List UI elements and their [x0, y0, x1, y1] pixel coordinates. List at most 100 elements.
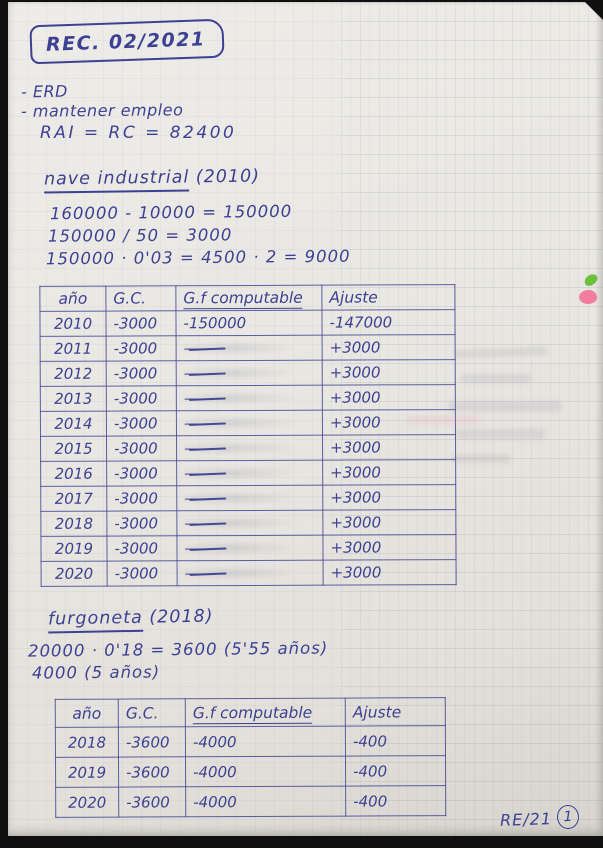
table-row: 2015 -3000— +3000 — [40, 434, 456, 462]
calc-line: 150000 · 0'03 = 4500 · 2 = 9000 — [45, 246, 351, 269]
bleed-through-mark — [452, 454, 510, 463]
table-row: 2018 -3600 -4000 -400 — [55, 725, 446, 758]
table-cell: +3000 — [322, 334, 456, 361]
table-header-row: año G.C. G.f computable Ajuste — [39, 284, 455, 312]
column-header: año — [55, 699, 119, 728]
calc-line: 150000 / 50 = 3000 — [47, 225, 233, 246]
table-cell: — — [176, 410, 323, 436]
calc-line: 20000 · 0'18 = 3600 (5'55 años) — [27, 638, 329, 661]
table-row: 2013 -3000— +3000 — [40, 384, 456, 412]
table-cell: 2020 — [55, 787, 119, 818]
green-sticker-dot — [582, 271, 600, 289]
note-line: - ERD — [20, 81, 69, 102]
page-title: REC. 02/2021 — [45, 28, 207, 56]
column-header: G.C. — [105, 285, 176, 312]
table-cell: 2015 — [40, 436, 107, 462]
calc-line: 160000 - 10000 = 150000 — [49, 201, 293, 224]
table-cell: 2016 — [40, 461, 107, 487]
table-row: 2019 -3000— +3000 — [40, 534, 457, 562]
table-cell: 2010 — [39, 311, 107, 337]
circled-page-number: 1 — [556, 804, 580, 830]
table-cell: -3000 — [106, 535, 178, 562]
table-cell: +3000 — [322, 359, 456, 386]
table-row: 2010 -3000 -150000 -147000 — [39, 309, 456, 337]
formula-line: RAI = RC = 82400 — [40, 123, 237, 143]
pink-sticker-dot — [579, 290, 597, 304]
table-cell: 2014 — [40, 411, 107, 437]
amortization-table-furgoneta: año G.C. G.f computable Ajuste 2018 -3600… — [55, 697, 447, 818]
table-cell: +3000 — [322, 459, 456, 486]
table-cell: +3000 — [322, 434, 456, 461]
table-cell: — — [176, 510, 323, 536]
table-cell: 2020 — [41, 561, 108, 587]
table-cell: -3000 — [106, 385, 177, 412]
table-cell: 2019 — [55, 757, 119, 788]
table-row: 2012 -3000— +3000 — [40, 359, 456, 387]
table-cell: -4000 — [185, 756, 346, 787]
footer-reference-code: RE/21 — [499, 809, 553, 830]
table-row: 2016 -3000— +3000 — [40, 459, 456, 487]
table-row: 2020 -3600 -4000 -400 — [55, 785, 446, 818]
table-cell: -3000 — [106, 460, 177, 487]
table-cell: 2013 — [40, 386, 107, 412]
table-cell: -3600 — [118, 726, 186, 758]
table-cell: — — [176, 435, 323, 461]
column-header: G.f computable — [185, 698, 346, 727]
column-header: año — [39, 286, 106, 312]
table-cell: — — [177, 560, 324, 586]
table-cell: -147000 — [321, 309, 456, 336]
amortization-table-nave: año G.C. G.f computable Ajuste 2010 -3000… — [39, 284, 457, 587]
table-cell: — — [176, 385, 323, 411]
table-cell: -3000 — [106, 360, 177, 387]
section-heading-nave: nave industrial (2010) — [43, 166, 261, 194]
table-cell: -3600 — [118, 756, 186, 788]
table-cell: -3000 — [107, 560, 178, 587]
table-cell: — — [176, 360, 323, 386]
note-line: - mantener empleo — [20, 100, 184, 121]
table-cell: -3600 — [118, 786, 186, 818]
bleed-through-mark — [452, 346, 549, 359]
column-header: Ajuste — [345, 697, 446, 727]
table-row: 2017 -3000— +3000 — [40, 484, 456, 512]
table-cell: — — [176, 460, 323, 486]
table-row: 2011 -3000— +3000 — [40, 334, 456, 362]
section-heading-year: (2010) — [195, 166, 261, 188]
table-cell: +3000 — [322, 509, 456, 536]
table-row: 2014 -3000— +3000 — [40, 409, 456, 437]
table-cell: 2017 — [40, 486, 107, 512]
bleed-through-mark — [460, 374, 532, 383]
section-heading-text: furgoneta — [47, 607, 143, 634]
table-cell: -400 — [345, 755, 446, 787]
table-cell: 2011 — [40, 336, 107, 362]
table-cell: — — [176, 335, 323, 361]
calc-line: 4000 (5 años) — [31, 662, 161, 683]
column-header: Ajuste — [321, 284, 455, 311]
table-cell: +3000 — [323, 559, 457, 586]
table-cell: -4000 — [185, 786, 346, 817]
notebook-page: REC. 02/2021 - ERD - mantener empleo RAI… — [8, 2, 603, 836]
section-heading-year: (2018) — [149, 606, 214, 628]
table-row: 2020 -3000— +3000 — [41, 559, 457, 587]
erased-pink-mark — [406, 416, 480, 424]
table-cell: -3000 — [105, 310, 177, 337]
table-cell: -4000 — [185, 726, 346, 757]
table-cell: -3000 — [106, 435, 177, 462]
table-row: 2019 -3600 -4000 -400 — [55, 755, 446, 788]
table-cell: 2019 — [40, 536, 108, 562]
table-cell: 2012 — [40, 361, 107, 387]
table-cell: — — [176, 535, 324, 561]
bleed-through-mark — [449, 401, 561, 412]
table-cell: +3000 — [322, 484, 456, 511]
table-cell: -150000 — [175, 310, 323, 336]
photo-corner-shadow — [585, 2, 603, 20]
table-cell: +3000 — [322, 384, 456, 411]
table-cell: -3000 — [106, 510, 177, 537]
column-header: G.f computable — [175, 285, 322, 311]
table-cell: -400 — [345, 785, 446, 817]
table-cell: -3000 — [106, 410, 177, 437]
table-cell: -400 — [345, 725, 446, 757]
table-cell: -3000 — [106, 485, 177, 512]
section-heading-text: nave industrial — [43, 167, 190, 194]
title-box: REC. 02/2021 — [29, 18, 225, 65]
table-cell: +3000 — [322, 534, 457, 561]
